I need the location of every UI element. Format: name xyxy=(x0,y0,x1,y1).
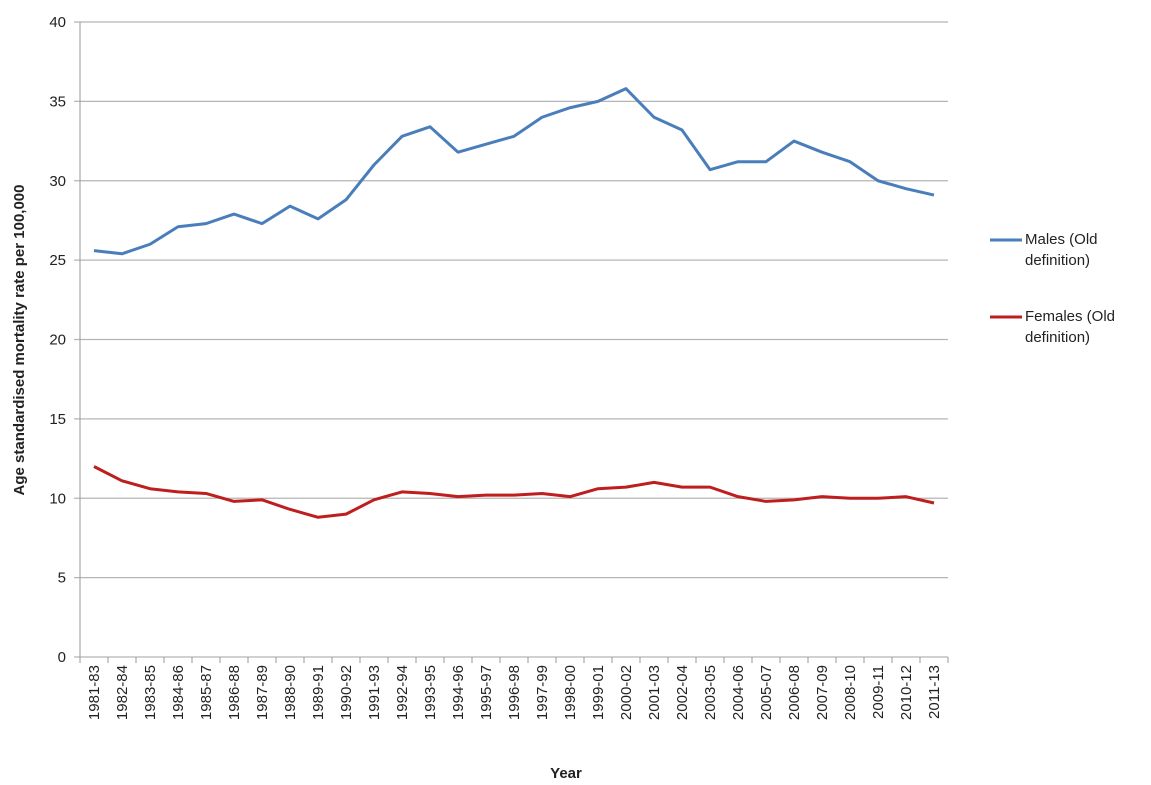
y-tick-label: 35 xyxy=(49,93,66,110)
legend-label: Females (Old definition) xyxy=(1025,308,1116,346)
x-tick-label: 1983-85 xyxy=(142,665,159,720)
x-tick-label: 2003-05 xyxy=(702,665,719,720)
x-tick-label: 1998-00 xyxy=(562,665,579,720)
x-tick-label: 1991-93 xyxy=(366,665,383,720)
y-axis-title: Age standardised mortality rate per 100,… xyxy=(11,185,28,496)
x-tick-label: 2002-04 xyxy=(674,665,691,720)
x-tick-label: 2004-06 xyxy=(730,665,747,720)
y-tick-label: 0 xyxy=(58,649,66,666)
x-tick-label: 1999-01 xyxy=(590,665,607,720)
x-tick-label: 2001-03 xyxy=(646,665,663,720)
x-tick-label: 1992-94 xyxy=(394,665,411,720)
x-tick-label: 2009-11 xyxy=(870,665,887,719)
x-tick-label: 1995-97 xyxy=(478,665,495,720)
y-tick-label: 10 xyxy=(49,490,66,507)
x-tick-label: 1986-88 xyxy=(226,665,243,720)
x-tick-label: 2008-10 xyxy=(842,665,859,720)
x-tick-label: 1997-99 xyxy=(534,665,551,720)
y-tick-label: 40 xyxy=(49,14,66,31)
y-tick-label: 5 xyxy=(58,570,66,587)
x-tick-label: 1981-83 xyxy=(86,665,103,720)
x-tick-label: 1987-89 xyxy=(254,665,271,720)
x-axis-title: Year xyxy=(550,765,582,782)
legend-label: Males (Old definition) xyxy=(1025,231,1098,269)
x-tick-label: 1993-95 xyxy=(422,665,439,720)
x-tick-label: 1988-90 xyxy=(282,665,299,720)
y-tick-label: 25 xyxy=(49,252,66,269)
x-tick-label: 2011-13 xyxy=(926,665,943,719)
x-tick-label: 1989-91 xyxy=(310,665,327,720)
x-tick-label: 2005-07 xyxy=(758,665,775,720)
y-tick-label: 20 xyxy=(49,332,66,349)
x-tick-label: 2010-12 xyxy=(898,665,915,720)
x-tick-label: 1994-96 xyxy=(450,665,467,720)
x-tick-label: 1985-87 xyxy=(198,665,215,720)
y-tick-label: 15 xyxy=(49,411,66,428)
x-tick-label: 1984-86 xyxy=(170,665,187,720)
data-line xyxy=(93,87,935,256)
data-line xyxy=(93,465,935,519)
x-tick-label: 1982-84 xyxy=(114,665,131,720)
y-tick-label: 30 xyxy=(49,173,66,190)
x-tick-label: 1990-92 xyxy=(338,665,355,720)
x-tick-label: 1996-98 xyxy=(506,665,523,720)
x-tick-label: 2007-09 xyxy=(814,665,831,720)
x-tick-label: 2000-02 xyxy=(618,665,635,720)
x-tick-label: 2006-08 xyxy=(786,665,803,720)
